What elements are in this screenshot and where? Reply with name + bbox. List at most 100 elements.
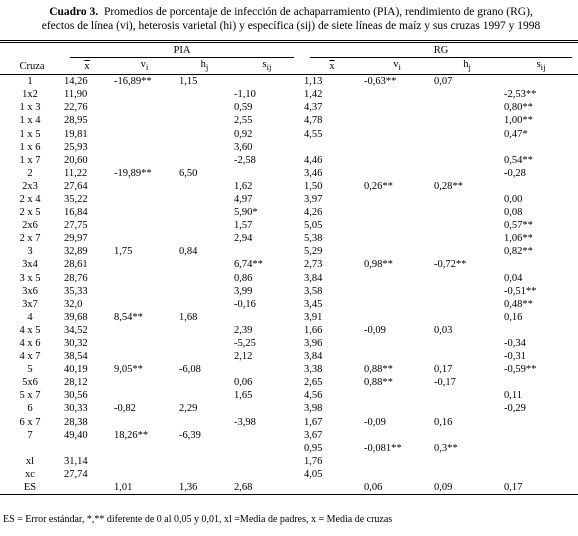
table-row: ES 1,01 1,36 2,68 0,06 0,09 0,17 (0, 481, 578, 496)
cell (230, 442, 300, 455)
cell: 0,47* (504, 128, 528, 140)
cell: 27,75 (64, 220, 88, 232)
cell: 39,68 (64, 311, 88, 323)
header-cell: Cruza (0, 58, 60, 76)
cell: -16,89** (114, 76, 152, 88)
cell: -2,58 (234, 154, 256, 166)
table-row: 4 x 7 38,54 2,12 3,84 -0,31 (0, 350, 578, 363)
cell (360, 154, 430, 167)
title-label: Cuadro 3. (49, 6, 99, 18)
cell: -6,39 (179, 429, 201, 441)
cell (360, 298, 430, 311)
row-label: 1 (27, 76, 33, 88)
cell (175, 219, 230, 232)
row-label: 1x2 (22, 89, 38, 101)
row-label: 4 x 5 (19, 324, 41, 336)
cell: -3,98 (234, 416, 256, 428)
cell (175, 337, 230, 350)
cell (430, 245, 500, 258)
cell (500, 468, 578, 481)
cell: 1,68 (179, 311, 198, 323)
cell: 1,36 (175, 481, 230, 496)
table-row: 3x6 35,33 3,99 3,58 -0,51** (0, 285, 578, 298)
cell: 2,12 (234, 351, 253, 363)
cell (110, 416, 175, 429)
cell (110, 468, 175, 481)
cell: 30,56 (64, 390, 88, 402)
cell: 4,37 (304, 102, 323, 114)
row-label: 1 x 5 (19, 128, 41, 140)
cell: 4,26 (304, 207, 323, 219)
cell: 11,22 (64, 167, 88, 179)
row-label: 6 x 7 (19, 416, 41, 428)
table-row: 3x4 28,61 6,74** 2,73 0,98** -0,72** (0, 258, 578, 271)
cell: 0,86 (234, 272, 253, 284)
table-row: 1 x 6 25,93 3,60 (0, 141, 578, 154)
cell: 27,64 (64, 180, 88, 192)
cell: 1,57 (234, 220, 253, 232)
table-row: 4 x 5 34,52 2,39 1,66 -0,09 0,03 (0, 324, 578, 337)
header-subscript: j (205, 62, 209, 73)
cell: 5,29 (304, 246, 323, 258)
cell (430, 402, 500, 415)
cell: 3,46 (304, 167, 323, 179)
cell (360, 193, 430, 206)
table-row: 1 x 7 20,60 -2,58 4,46 0,54** (0, 154, 578, 167)
cell (430, 206, 500, 219)
cell (230, 167, 300, 180)
cell: 0,26** (364, 180, 393, 192)
cell (175, 442, 230, 455)
table-row: 3 x 5 28,76 0,86 3,84 0,04 (0, 272, 578, 285)
cell (110, 88, 175, 101)
cell: -0,09 (364, 324, 386, 336)
table-row: 1x2 11,90 -1,10 1,42 -2,53** (0, 88, 578, 101)
cell (175, 180, 230, 193)
cell (500, 324, 578, 337)
cell: -19,89** (114, 167, 152, 179)
cell (430, 337, 500, 350)
table-row: 5 x 7 30,56 1,65 4,56 0,11 (0, 389, 578, 402)
cell: 4,56 (304, 390, 323, 402)
cell: 2,55 (234, 115, 253, 127)
cell: 2,73 (304, 259, 323, 271)
cell (175, 350, 230, 363)
header-cell: hj (175, 58, 230, 76)
cell: 0,00 (504, 193, 523, 205)
cell: 3,45 (304, 298, 323, 310)
cell (430, 455, 500, 468)
cell (430, 350, 500, 363)
cell (175, 114, 230, 127)
table-row: 4 x 6 30,32 -5,25 3,96 -0,34 (0, 337, 578, 350)
cell (110, 206, 175, 219)
cell: 0,84 (179, 246, 198, 258)
row-label: 2x3 (22, 180, 38, 192)
cell (360, 232, 430, 245)
cell (360, 311, 430, 324)
table-row: 1 x 3 22,76 0,59 4,37 0,80** (0, 101, 578, 114)
cell (110, 219, 175, 232)
cell: 3,58 (304, 285, 323, 297)
header-cell: sij (500, 58, 578, 76)
cell (500, 416, 578, 429)
cell: 0,59 (234, 102, 253, 114)
cell (430, 429, 500, 442)
cell: 0,17 (434, 364, 453, 376)
cell (175, 141, 230, 154)
header-subscript: j (468, 62, 471, 73)
cell (110, 350, 175, 363)
cell: 49,40 (64, 429, 88, 441)
cell: -0,82 (114, 403, 136, 415)
cell: -5,25 (234, 338, 256, 350)
cell: 1,00** (504, 115, 533, 127)
cell (430, 219, 500, 232)
cell: 32,0 (64, 298, 83, 310)
cell (230, 468, 300, 481)
cell (360, 337, 430, 350)
cell (110, 180, 175, 193)
cell (110, 455, 175, 468)
table-row: xc 27,74 4,05 (0, 468, 578, 481)
cell (430, 101, 500, 114)
header-cell: vi (110, 58, 175, 76)
cell: 22,76 (64, 102, 88, 114)
cell (360, 219, 430, 232)
